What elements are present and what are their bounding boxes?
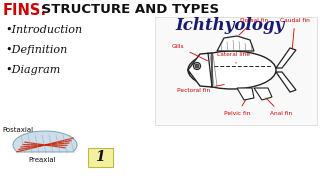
Polygon shape (276, 72, 296, 92)
Polygon shape (276, 48, 296, 68)
Text: Ichthyology: Ichthyology (175, 17, 284, 34)
Text: 1: 1 (95, 150, 105, 164)
Text: Caudal fin: Caudal fin (280, 18, 310, 49)
Text: Postaxial: Postaxial (2, 127, 33, 133)
Polygon shape (237, 88, 254, 100)
Ellipse shape (188, 51, 276, 89)
Text: •Introduction: •Introduction (5, 25, 82, 35)
Text: Gills: Gills (172, 44, 207, 61)
Polygon shape (217, 36, 254, 51)
FancyBboxPatch shape (87, 147, 113, 166)
Text: FINS:: FINS: (3, 3, 47, 18)
Ellipse shape (194, 62, 201, 69)
Text: Pectoral fin: Pectoral fin (177, 85, 224, 93)
Polygon shape (188, 53, 212, 87)
Ellipse shape (195, 64, 199, 68)
Text: Preaxial: Preaxial (28, 157, 56, 163)
Text: •Diagram: •Diagram (5, 65, 60, 75)
Polygon shape (254, 88, 272, 100)
Text: STRUCTURE AND TYPES: STRUCTURE AND TYPES (37, 3, 219, 16)
Text: Anal fin: Anal fin (266, 98, 292, 116)
FancyBboxPatch shape (155, 17, 317, 125)
Text: Lateral line: Lateral line (217, 52, 250, 63)
Polygon shape (214, 68, 237, 86)
Text: Pelvic fin: Pelvic fin (224, 100, 250, 116)
Polygon shape (13, 131, 77, 152)
Text: Dorsal fin: Dorsal fin (239, 18, 268, 35)
Text: •Definition: •Definition (5, 45, 67, 55)
